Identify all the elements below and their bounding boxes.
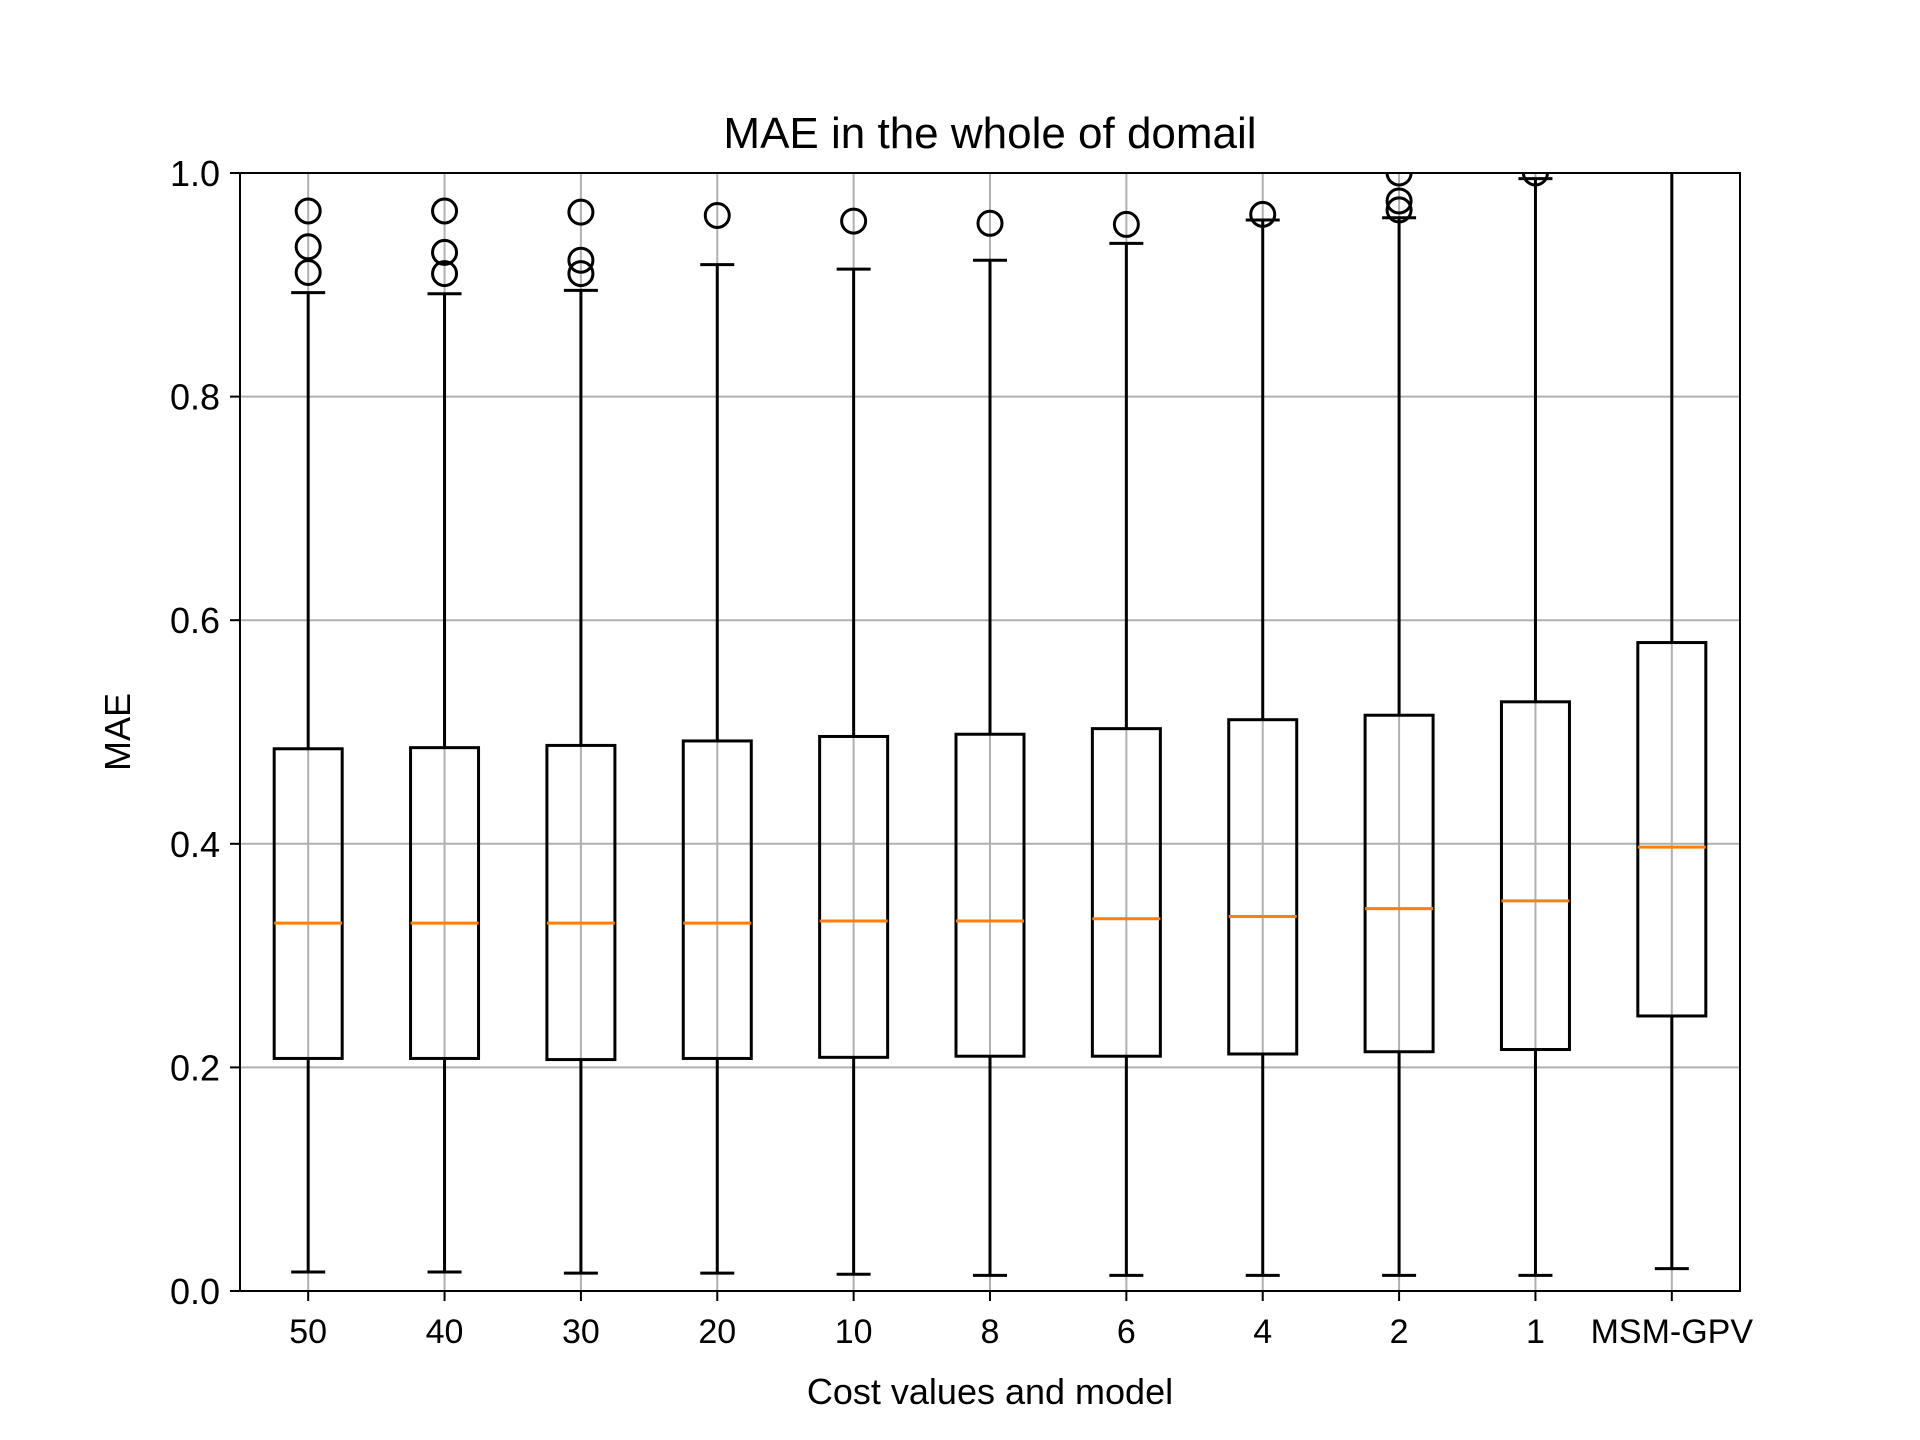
y-tick-label: 0.4 <box>170 824 220 865</box>
x-tick-label: 50 <box>289 1313 327 1351</box>
outlier-point <box>294 233 322 261</box>
iqr-box <box>954 732 1026 1058</box>
box-6 <box>1090 210 1162 1277</box>
iqr-box <box>1499 700 1571 1052</box>
outlier-point <box>567 260 595 288</box>
ticks: 0.0 0.2 0.4 0.6 0.8 1.0 50 40 30 20 10 8 6 4 2 1 MSM-GPV <box>170 153 1753 1351</box>
iqr-box <box>272 747 344 1060</box>
outlier-point <box>1385 196 1413 224</box>
outlier-point <box>431 238 459 266</box>
x-tick-label: 1 <box>1526 1313 1545 1351</box>
box-20 <box>681 201 753 1275</box>
outlier-point <box>431 197 459 225</box>
y-tick-label: 0.0 <box>170 1271 220 1312</box>
x-tick-label: MSM-GPV <box>1591 1313 1754 1351</box>
x-tick-label: 40 <box>426 1313 464 1351</box>
box-4 <box>1227 200 1299 1277</box>
box-1 <box>1499 173 1571 1277</box>
x-tick-label: 30 <box>562 1313 600 1351</box>
box-10 <box>818 207 890 1276</box>
outlier-point <box>1385 187 1413 215</box>
boxes <box>272 173 1708 1277</box>
outlier-point <box>1112 210 1140 238</box>
box-40 <box>409 197 481 1274</box>
x-tick-label: 20 <box>698 1313 736 1351</box>
y-tick-label: 0.2 <box>170 1047 220 1088</box>
outlier-point <box>1385 173 1413 187</box>
iqr-box <box>1227 718 1299 1056</box>
outlier-point <box>703 201 731 229</box>
box-8 <box>954 209 1026 1277</box>
box-MSM-GPV <box>1636 173 1708 1271</box>
outlier-point <box>294 197 322 225</box>
x-tick-label: 4 <box>1253 1313 1272 1351</box>
outlier-point <box>567 198 595 226</box>
iqr-box <box>681 739 753 1060</box>
iqr-box <box>818 734 890 1059</box>
outlier-point <box>567 246 595 274</box>
iqr-box <box>545 743 617 1062</box>
box-2 <box>1363 173 1435 1277</box>
outlier-point <box>840 207 868 235</box>
x-tick-label: 2 <box>1390 1313 1409 1351</box>
iqr-box <box>409 746 481 1060</box>
y-tick-label: 1.0 <box>170 153 220 194</box>
outlier-point <box>294 259 322 287</box>
outlier-point <box>1249 200 1277 228</box>
outlier-point <box>431 260 459 288</box>
outlier-point <box>976 209 1004 237</box>
x-axis-label: Cost values and model <box>807 1371 1173 1412</box>
outlier-point <box>1521 173 1549 187</box>
box-30 <box>545 198 617 1275</box>
x-tick-label: 8 <box>981 1313 1000 1351</box>
iqr-box <box>1363 713 1435 1054</box>
y-tick-label: 0.6 <box>170 600 220 641</box>
iqr-box <box>1636 641 1708 1018</box>
chart-title: MAE in the whole of domail <box>723 109 1256 158</box>
y-axis-label: MAE <box>97 693 138 771</box>
x-tick-label: 10 <box>835 1313 873 1351</box>
box-50 <box>272 197 344 1274</box>
iqr-box <box>1090 727 1162 1058</box>
y-tick-label: 0.8 <box>170 377 220 418</box>
x-tick-label: 6 <box>1117 1313 1136 1351</box>
